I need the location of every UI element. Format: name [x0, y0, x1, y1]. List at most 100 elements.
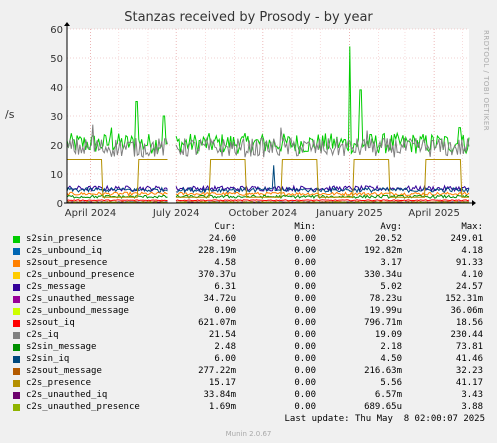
- legend-min-value: 0.00: [294, 378, 316, 388]
- legend-series-name: c2s_message: [26, 282, 86, 292]
- munin-version: Munin 2.0.67: [225, 430, 272, 438]
- legend-max-value: 3.88: [461, 402, 483, 412]
- legend-cur-value: 34.72u: [203, 294, 236, 304]
- legend-min-value: 0.00: [294, 306, 316, 316]
- legend-swatch: [13, 404, 20, 411]
- legend-series-name: s2sout_presence: [26, 258, 108, 268]
- y-tick-label: 30: [50, 112, 63, 123]
- legend-row: c2s_iq 21.54 0.00 19.09 230.44: [0, 330, 497, 342]
- legend-cur-value: 0.00: [214, 306, 236, 316]
- legend-row: c2s_unauthed_presence 1.69m 0.00 689.65u 3.8…: [0, 402, 497, 414]
- legend-series-name: c2s_unauthed_presence: [26, 402, 140, 412]
- y-tick-label: 10: [50, 170, 63, 181]
- legend-max-value: 32.23: [455, 366, 483, 376]
- legend-series-name: c2s_unbound_message: [26, 306, 129, 316]
- legend-series-name: c2s_presence: [26, 378, 92, 388]
- legend-max-value: 73.81: [455, 342, 483, 352]
- legend-max-value: 41.17: [455, 378, 483, 388]
- legend-cur-value: 370.37u: [198, 270, 236, 280]
- legend-avg-value: 216.63m: [364, 366, 402, 376]
- legend-min-value: 0.00: [294, 234, 316, 244]
- legend-swatch: [13, 248, 20, 255]
- legend-avg-value: 19.99u: [369, 306, 402, 316]
- legend-row: s2sin_iq 6.00 0.00 4.50 41.46: [0, 354, 497, 366]
- legend-swatch: [13, 356, 20, 363]
- y-tick-label: 0: [57, 199, 63, 210]
- legend-series-name: s2sout_iq: [26, 318, 75, 328]
- legend-avg-value: 19.09: [374, 330, 402, 340]
- legend-avg-value: 3.17: [380, 258, 402, 268]
- legend-swatch: [13, 260, 20, 267]
- legend-cur-value: 6.00: [214, 354, 236, 364]
- legend-max-value: 24.57: [455, 282, 483, 292]
- legend-cur-value: 277.22m: [198, 366, 236, 376]
- x-tick-label: April 2024: [65, 208, 116, 219]
- legend-swatch: [13, 320, 20, 327]
- legend-avg-value: 78.23u: [369, 294, 402, 304]
- legend-swatch: [13, 236, 20, 243]
- legend-avg-value: 5.02: [380, 282, 402, 292]
- series-line-s2sin-iq: [66, 165, 470, 194]
- axes: 0 10 20 30 40 50 60 April 2024 July 2024 October …: [50, 22, 476, 219]
- legend-cur-value: 1.69m: [208, 402, 236, 412]
- legend-cur-value: 6.31: [214, 282, 236, 292]
- series-line-s2sout-presence: [66, 191, 470, 197]
- series-line-s2sout-iq: [66, 199, 470, 202]
- legend-row: c2s_unbound_presence 370.37u 0.00 330.34u 4.…: [0, 270, 497, 282]
- x-tick-label: January 2025: [315, 208, 383, 219]
- legend-min-value: 0.00: [294, 270, 316, 280]
- legend-min-value: 0.00: [294, 318, 316, 328]
- legend-series-name: c2s_unbound_presence: [26, 270, 135, 280]
- last-update: Last update: Thu May 8 02:00:07 2025: [284, 414, 485, 424]
- legend-swatch: [13, 272, 20, 279]
- legend-max-value: 4.10: [461, 270, 483, 280]
- y-tick-label: 40: [50, 83, 63, 94]
- legend-header-cur: Cur:: [214, 222, 236, 232]
- legend-row: s2sout_presence 4.58 0.00 3.17 91.33: [0, 258, 497, 270]
- legend-min-value: 0.00: [294, 258, 316, 268]
- legend-min-value: 0.00: [294, 294, 316, 304]
- legend-row: s2sin_message 2.48 0.00 2.18 73.81: [0, 342, 497, 354]
- legend-min-value: 0.00: [294, 282, 316, 292]
- legend-cur-value: 621.07m: [198, 318, 236, 328]
- legend-avg-value: 689.65u: [364, 402, 402, 412]
- legend-row: c2s_unbound_message 0.00 0.00 19.99u 36.06m: [0, 306, 497, 318]
- legend-header-avg: Avg:: [380, 222, 402, 232]
- legend-series-name: s2sout_message: [26, 366, 102, 376]
- legend-avg-value: 330.34u: [364, 270, 402, 280]
- legend-swatch: [13, 308, 20, 315]
- legend-swatch: [13, 332, 20, 339]
- legend-series-name: s2sin_iq: [26, 354, 70, 364]
- legend-row: c2s_unauthed_iq 33.84m 0.00 6.57m 3.43: [0, 390, 497, 402]
- legend-cur-value: 24.60: [208, 234, 236, 244]
- x-axis-arrow: [472, 200, 476, 206]
- legend-cur-value: 15.17: [208, 378, 236, 388]
- legend-max-value: 3.43: [461, 390, 483, 400]
- legend-max-value: 91.33: [455, 258, 483, 268]
- legend-min-value: 0.00: [294, 342, 316, 352]
- legend-swatch: [13, 380, 20, 387]
- legend-max-value: 230.44: [450, 330, 483, 340]
- x-tick-label: July 2024: [152, 208, 200, 219]
- legend-swatch: [13, 344, 20, 351]
- legend-series-name: c2s_unauthed_iq: [26, 390, 108, 400]
- legend-row: s2sin_presence 24.60 0.00 20.52 249.01: [0, 234, 497, 246]
- legend-min-value: 0.00: [294, 402, 316, 412]
- legend-min-value: 0.00: [294, 330, 316, 340]
- rrdtool-credit: RRDTOOL / TOBI OETIKER: [482, 30, 490, 132]
- legend-max-value: 41.46: [455, 354, 483, 364]
- legend-max-value: 36.06m: [450, 306, 483, 316]
- legend-cur-value: 33.84m: [203, 390, 236, 400]
- legend-avg-value: 6.57m: [374, 390, 402, 400]
- legend-min-value: 0.00: [294, 354, 316, 364]
- grid: [67, 28, 469, 204]
- legend-header-min: Min:: [294, 222, 316, 232]
- legend-row: c2s_message 6.31 0.00 5.02 24.57: [0, 282, 497, 294]
- legend-row: c2s_presence 15.17 0.00 5.56 41.17: [0, 378, 497, 390]
- legend-swatch: [13, 296, 20, 303]
- x-tick-label: April 2025: [408, 208, 459, 219]
- series-line-c2s-iq: [66, 124, 470, 159]
- legend-swatch: [13, 368, 20, 375]
- y-tick-label: 60: [50, 25, 63, 36]
- legend-avg-value: 5.56: [380, 378, 402, 388]
